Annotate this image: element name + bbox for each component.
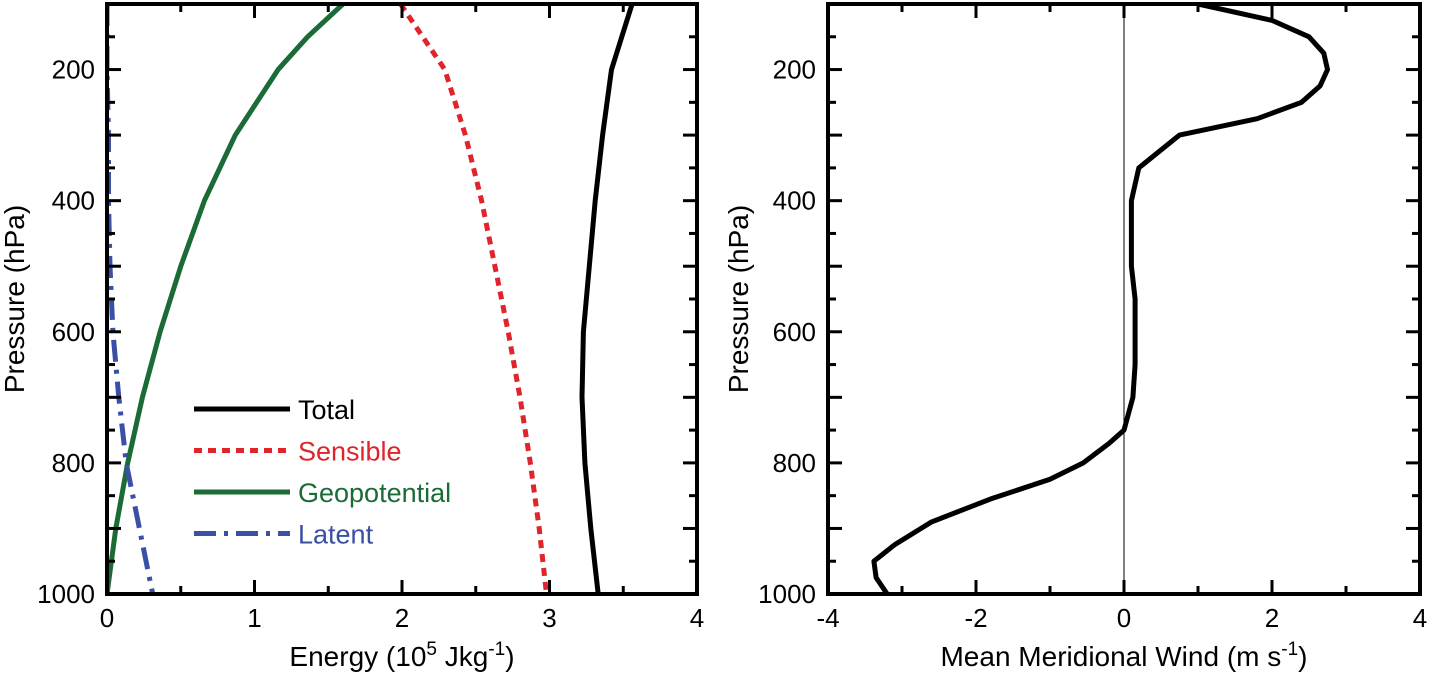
energy-y-tick-label: 200 — [52, 55, 95, 85]
wind-y-tick-label: 800 — [773, 448, 816, 478]
energy-x-tick-label: 0 — [100, 603, 114, 633]
energy-x-tick-label: 2 — [395, 603, 409, 633]
wind-x-tick-label: 2 — [1265, 603, 1279, 633]
energy-profile-chart: 0 1 2 3 4 200 400 600 800 1000 Pressure (hPa) Energ… — [0, 2, 704, 672]
wind-x-axis-title: Mean Meridional Wind (m s-1) — [940, 639, 1307, 672]
energy-series-group — [107, 4, 635, 594]
wind-y-tick-label: 400 — [773, 186, 816, 216]
energy-y-tick-label: 400 — [52, 186, 95, 216]
wind-y-tick-label: 600 — [773, 317, 816, 347]
energy-x-tick-label: 3 — [542, 603, 556, 633]
wind-x-tick-label: -2 — [964, 603, 987, 633]
energy-x-tick-label: 1 — [247, 603, 261, 633]
wind-y-axis-title: Pressure (hPa) — [723, 205, 754, 393]
wind-x-tick-label: 4 — [1413, 603, 1427, 633]
energy-series-total-line — [579, 4, 635, 594]
legend-label-sensible: Sensible — [298, 437, 402, 467]
legend-label-geopotential: Geopotential — [298, 478, 451, 508]
energy-y-axis-title: Pressure (hPa) — [0, 205, 30, 393]
energy-x-tick-label: 4 — [690, 603, 704, 633]
legend-item-latent: Latent — [194, 520, 374, 550]
energy-series-sensible-line — [398, 4, 549, 594]
energy-y-tick-label: 600 — [52, 317, 95, 347]
energy-x-axis-title: Energy (105 Jkg-1) — [289, 639, 514, 672]
energy-y-tick-label: 1000 — [37, 579, 95, 609]
wind-x-tick-label: 0 — [1117, 603, 1131, 633]
legend: Total Sensible Geopotential Latent — [194, 395, 451, 550]
legend-item-geopotential: Geopotential — [194, 478, 451, 508]
wind-series-wind-line — [871, 4, 1330, 594]
meridional-wind-chart: -4 -2 0 2 4 200 400 600 800 1000 Pressure (hPa) Mea… — [723, 2, 1427, 672]
wind-series-group — [871, 4, 1330, 594]
legend-item-total: Total — [194, 395, 355, 425]
energy-y-tick-label: 800 — [52, 448, 95, 478]
legend-label-latent: Latent — [298, 520, 374, 550]
legend-item-sensible: Sensible — [194, 437, 402, 467]
energy-series-geopotential-line — [107, 4, 345, 594]
wind-x-tick-label: -4 — [816, 603, 839, 633]
wind-y-tick-label: 200 — [773, 55, 816, 85]
wind-y-tick-label: 1000 — [758, 579, 816, 609]
legend-label-total: Total — [298, 395, 355, 425]
